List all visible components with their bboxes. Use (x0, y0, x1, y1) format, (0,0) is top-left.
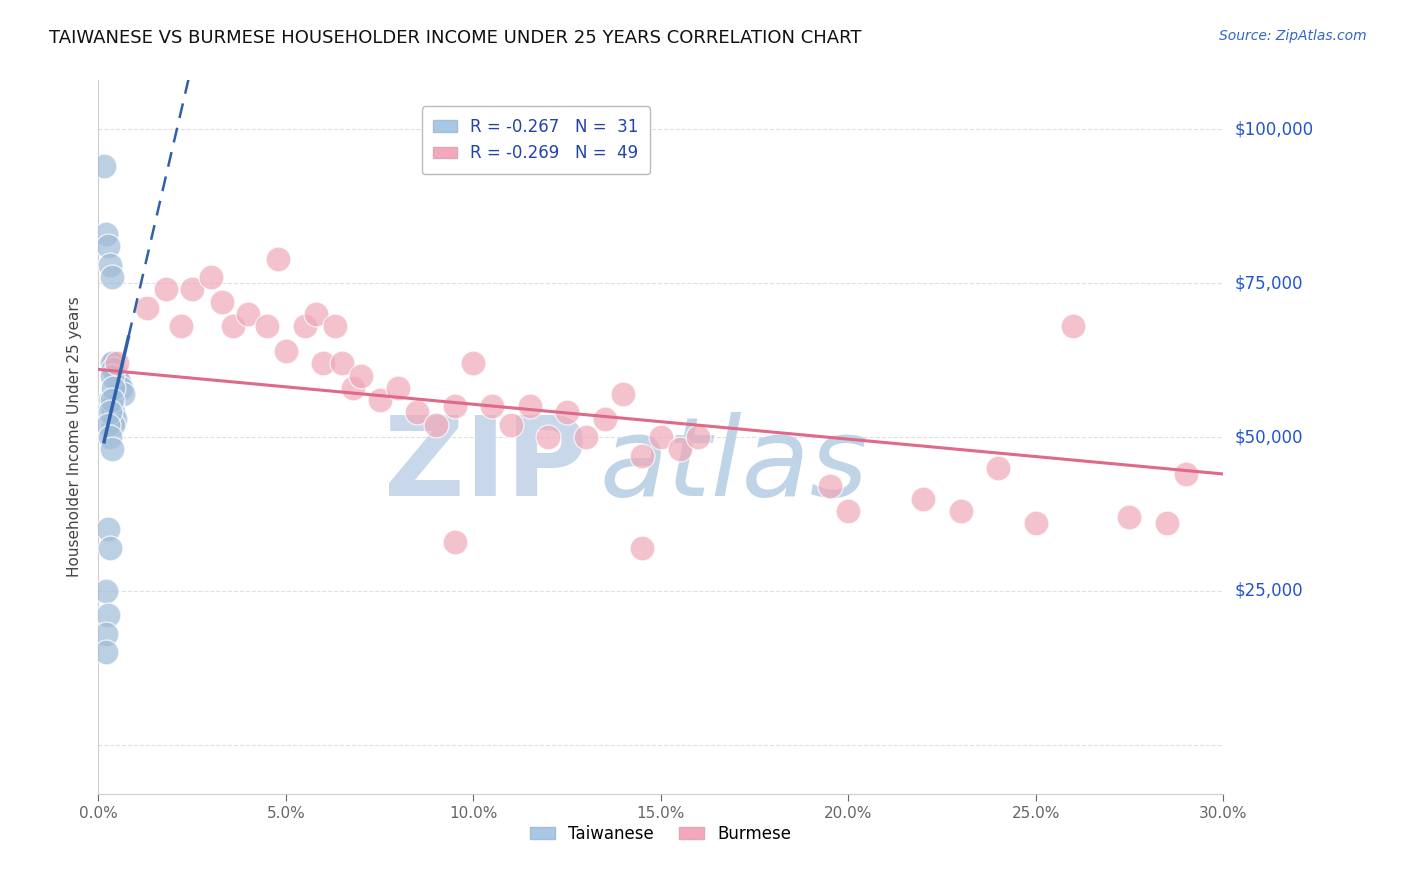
Point (519, 400, 541, 414)
Point (108, 375, 131, 389)
Point (631, 449, 654, 463)
Point (668, 442, 690, 457)
Point (274, 343, 297, 358)
Point (105, 356, 128, 370)
Point (222, 319, 245, 334)
Point (111, 387, 134, 401)
Point (100, 356, 122, 370)
Point (170, 319, 193, 334)
Point (98, 258, 121, 272)
Point (103, 405, 125, 419)
Point (305, 307, 328, 321)
Point (330, 356, 353, 370)
Point (631, 541, 654, 555)
Text: $50,000: $50,000 (1234, 428, 1303, 446)
Point (238, 307, 260, 321)
Point (100, 400, 122, 414)
Point (443, 534, 465, 549)
Text: ZIP: ZIP (384, 412, 588, 519)
Point (104, 411, 127, 425)
Point (211, 294, 233, 309)
Point (100, 368, 122, 383)
Point (1118, 510, 1140, 524)
Point (1156, 516, 1178, 531)
Point (443, 400, 465, 414)
Point (98, 405, 121, 419)
Point (256, 319, 278, 334)
Point (368, 393, 391, 408)
Point (97, 522, 120, 536)
Point (98, 430, 121, 444)
Point (94, 583, 117, 598)
Point (97, 608, 120, 623)
Point (499, 417, 522, 432)
Point (103, 356, 125, 370)
Text: atlas: atlas (599, 412, 868, 519)
Point (294, 319, 316, 334)
Point (818, 479, 841, 493)
Point (1174, 467, 1197, 481)
Point (425, 417, 447, 432)
Point (837, 504, 859, 518)
Point (110, 381, 132, 395)
Text: Source: ZipAtlas.com: Source: ZipAtlas.com (1219, 29, 1367, 44)
Point (949, 504, 972, 518)
Point (323, 319, 346, 334)
Point (612, 387, 634, 401)
Point (103, 381, 125, 395)
Point (650, 430, 672, 444)
Point (987, 460, 1010, 475)
Point (181, 282, 204, 296)
Point (481, 400, 503, 414)
Point (94, 627, 117, 641)
Point (312, 356, 335, 370)
Point (200, 270, 222, 285)
Point (97, 417, 120, 432)
Text: $75,000: $75,000 (1234, 274, 1303, 293)
Point (342, 381, 364, 395)
Point (94, 645, 117, 659)
Point (267, 252, 290, 266)
Legend: Taiwanese, Burmese: Taiwanese, Burmese (523, 819, 799, 850)
Text: TAIWANESE VS BURMESE HOUSEHOLDER INCOME UNDER 25 YEARS CORRELATION CHART: TAIWANESE VS BURMESE HOUSEHOLDER INCOME … (49, 29, 862, 47)
Point (103, 417, 125, 432)
Point (155, 282, 177, 296)
Point (912, 491, 935, 506)
Point (1025, 516, 1047, 531)
Point (537, 430, 560, 444)
Point (350, 368, 373, 383)
Point (1062, 319, 1084, 334)
Text: $100,000: $100,000 (1234, 120, 1313, 138)
Point (97, 239, 120, 253)
Point (593, 411, 616, 425)
Point (100, 393, 122, 408)
Point (555, 405, 578, 419)
Point (688, 430, 710, 444)
Point (406, 405, 429, 419)
Point (93, 160, 115, 174)
Point (387, 381, 409, 395)
Point (94, 227, 117, 241)
Point (98, 393, 121, 408)
Point (98, 541, 121, 555)
Point (104, 362, 127, 376)
Point (100, 270, 122, 285)
Point (105, 368, 128, 383)
Point (463, 356, 485, 370)
Point (100, 442, 122, 457)
Y-axis label: Householder Income Under 25 years: Householder Income Under 25 years (67, 297, 83, 577)
Point (136, 301, 159, 315)
Text: $25,000: $25,000 (1234, 582, 1303, 600)
Point (575, 430, 598, 444)
Point (103, 362, 125, 376)
